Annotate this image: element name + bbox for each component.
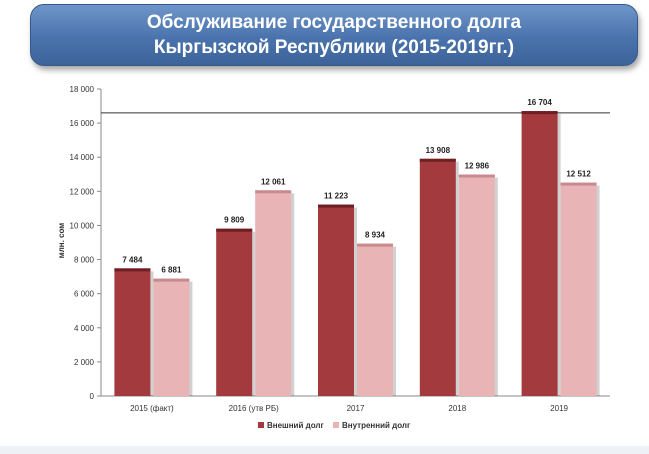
bar-top-edge: [560, 182, 597, 186]
data-label: 6 881: [161, 266, 182, 275]
title-line-2: Кыргызской Республики (2015-2019гг.): [153, 37, 515, 58]
data-label: 13 908: [426, 146, 451, 155]
bottom-strip: [0, 446, 649, 454]
bar: [560, 182, 597, 396]
y-tick-label: 10 000: [70, 221, 95, 230]
y-axis-label: млн. сом: [57, 223, 66, 259]
data-label: 9 809: [224, 216, 245, 225]
x-tick-label: 2018: [448, 404, 466, 413]
bar: [521, 111, 558, 396]
legend-entry: Внешний долг: [267, 421, 324, 430]
bar: [458, 174, 495, 396]
y-tick-label: 4 000: [74, 324, 95, 333]
y-tick-label: 2 000: [74, 358, 95, 367]
y-tick-label: 12 000: [70, 187, 95, 196]
x-tick-label: 2017: [347, 404, 365, 413]
bar: [114, 268, 151, 396]
bar-top-edge: [255, 190, 292, 194]
data-label: 11 223: [324, 192, 349, 201]
x-tick-label: 2016 (утв РБ): [229, 404, 279, 413]
legend-swatch: [333, 422, 339, 428]
data-label: 12 986: [465, 162, 490, 171]
y-tick-label: 14 000: [70, 153, 95, 162]
y-tick-label: 18 000: [70, 85, 95, 94]
data-label: 12 061: [261, 177, 286, 186]
bar-top-edge: [114, 268, 151, 272]
data-label: 16 704: [527, 98, 552, 107]
bar: [357, 243, 393, 396]
bar-top-edge: [318, 204, 354, 208]
y-tick-label: 0: [90, 392, 95, 401]
x-tick-label: 2019: [550, 404, 568, 413]
title-banner: Обслуживание государственного долга Кырг…: [30, 4, 638, 66]
legend-entry: Внутренний долг: [342, 421, 411, 430]
bar: [255, 190, 292, 396]
data-label: 7 484: [122, 255, 143, 264]
title-line-1: Обслуживание государственного долга: [146, 12, 522, 33]
legend-swatch: [258, 422, 264, 428]
y-tick-label: 8 000: [74, 256, 95, 265]
y-tick-label: 16 000: [70, 119, 95, 128]
data-label: 12 512: [566, 170, 591, 179]
bar: [216, 228, 253, 396]
bar-top-edge: [216, 228, 253, 232]
data-label: 8 934: [365, 231, 386, 240]
bar: [318, 204, 354, 396]
bar-top-edge: [521, 111, 558, 115]
bar-top-edge: [458, 174, 495, 178]
x-tick-label: 2015 (факт): [130, 404, 174, 413]
bar: [153, 278, 190, 396]
bar: [419, 158, 456, 396]
bar-top-edge: [419, 158, 456, 162]
y-tick-label: 6 000: [74, 290, 95, 299]
bar-top-edge: [357, 243, 393, 247]
bar-top-edge: [153, 278, 190, 282]
